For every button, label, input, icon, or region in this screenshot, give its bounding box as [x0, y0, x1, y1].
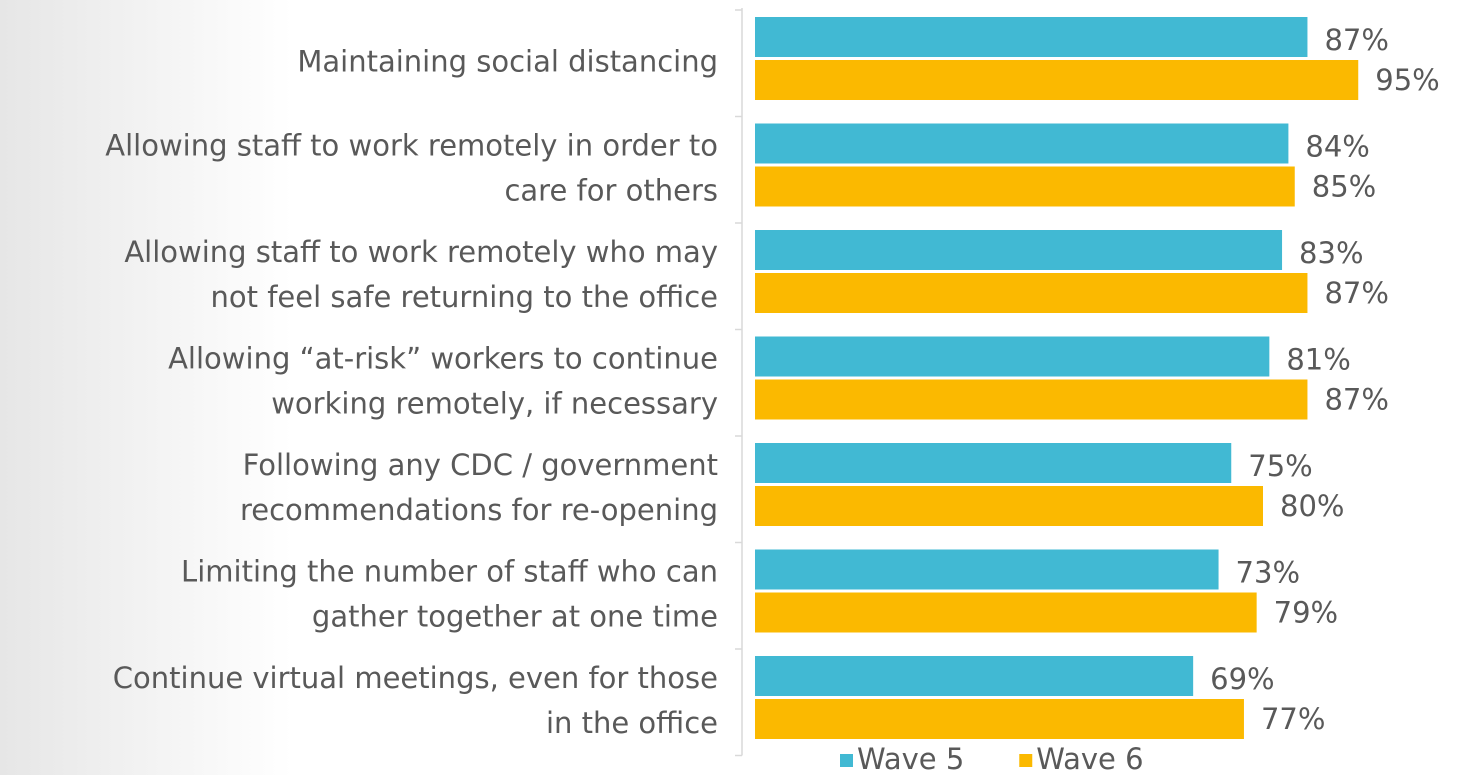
category-label-line: Limiting the number of staff who can [181, 554, 718, 588]
bar [755, 443, 1232, 483]
category-label-line: gather together at one time [312, 599, 718, 633]
category-label-line: Allowing staff to work remotely who may [124, 235, 718, 269]
legend-swatch [1019, 754, 1033, 767]
bar [755, 486, 1263, 526]
value-label: 79% [1274, 596, 1338, 630]
value-label: 85% [1312, 170, 1376, 204]
value-label: 87% [1324, 276, 1388, 310]
bar [755, 230, 1283, 270]
category-label: Following any CDC / government recommenda… [240, 448, 718, 527]
bar [755, 166, 1295, 207]
legend-swatch [840, 754, 853, 767]
value-label: 95% [1375, 63, 1439, 97]
bar [755, 656, 1194, 696]
category-label-line: not feel safe returning to the office [211, 280, 718, 314]
bar [755, 379, 1308, 420]
value-label: 73% [1236, 556, 1300, 590]
value-label: 69% [1210, 662, 1274, 696]
category-label: Limiting the number of staff who can gath… [181, 554, 718, 633]
value-label: 87% [1324, 23, 1388, 57]
category-label-line: Following any CDC / government [243, 448, 718, 482]
value-label: 80% [1280, 489, 1344, 523]
category-label-line: Allowing “at-risk” workers to continue [168, 341, 718, 375]
category-label-line: working remotely, if necessary [271, 386, 718, 420]
category-label: Maintaining social distancing [297, 44, 718, 78]
category-label-line: Allowing staff to work remotely in order… [105, 128, 718, 162]
legend-label: Wave 5 [857, 742, 964, 775]
category-label-line: Maintaining social distancing [297, 44, 718, 78]
category-label-line: Continue virtual meetings, even for thos… [113, 661, 718, 695]
bar [755, 549, 1219, 590]
category-label-line: recommendations for re-opening [240, 493, 718, 527]
bar [755, 17, 1308, 57]
bar [755, 336, 1270, 377]
value-label: 75% [1248, 449, 1312, 483]
bar [755, 592, 1257, 633]
value-label: 77% [1261, 702, 1325, 736]
value-label: 84% [1305, 130, 1369, 164]
bar [755, 123, 1289, 164]
bar [755, 273, 1308, 313]
category-label: Allowing “at-risk” workers to continue wo… [168, 341, 718, 420]
bar [755, 699, 1244, 739]
category-label-line: in the office [546, 706, 718, 740]
value-label: 81% [1286, 343, 1350, 377]
value-label: 87% [1324, 383, 1388, 417]
category-label-line: care for others [504, 173, 718, 207]
value-label: 83% [1299, 236, 1363, 270]
category-label: Allowing staff to work remotely in order… [105, 128, 718, 207]
bar [755, 60, 1359, 100]
category-label: Allowing staff to work remotely who may n… [124, 235, 718, 314]
category-label: Continue virtual meetings, even for thos… [113, 661, 718, 740]
legend-label: Wave 6 [1036, 742, 1143, 775]
